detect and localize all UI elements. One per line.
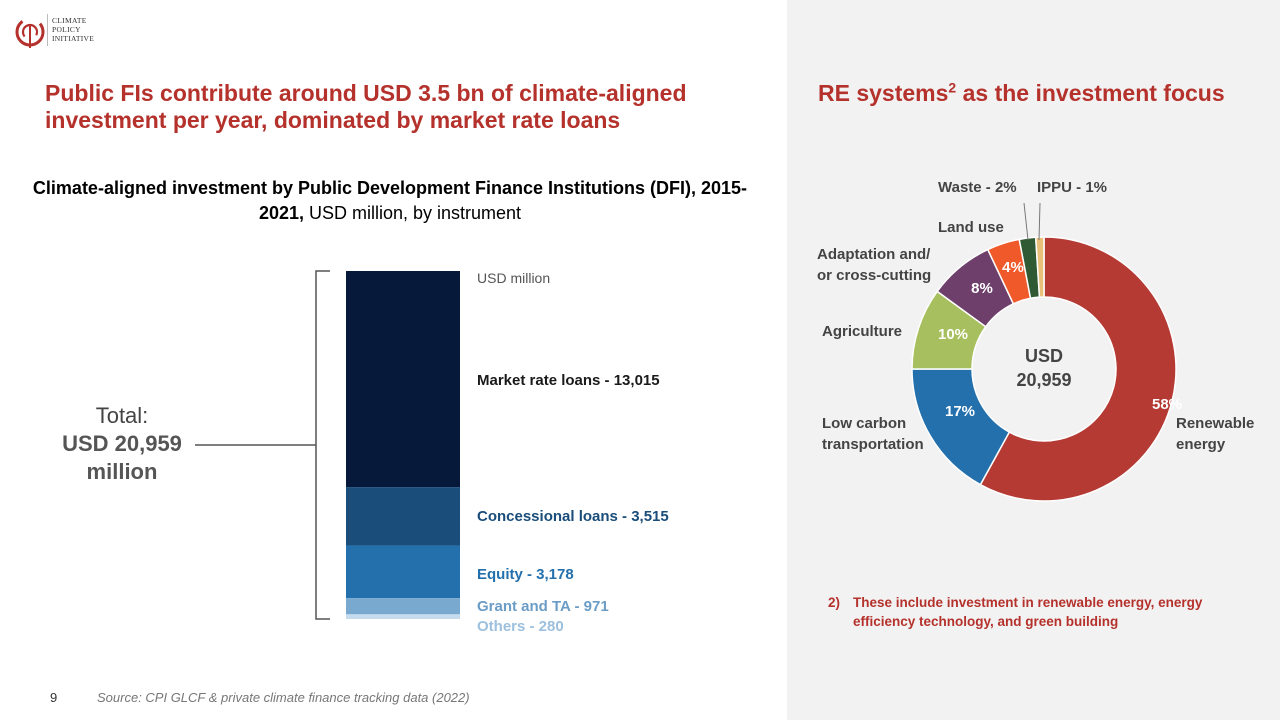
logo-line: CLIMATE	[52, 16, 87, 25]
slice-category-label: or cross-cutting	[817, 267, 931, 284]
logo-line: POLICY	[52, 25, 81, 34]
footnote-number: 2)	[828, 595, 841, 610]
bar-segment-label: Market rate loans - 13,015	[477, 372, 660, 389]
bar-segment	[346, 614, 460, 619]
slice-category-label: transportation	[822, 436, 924, 453]
total-caption: Total:	[95, 403, 149, 428]
bar-segment	[346, 271, 460, 488]
slice-percent-label: 10%	[938, 326, 968, 343]
cpi-logo-icon	[15, 17, 45, 48]
donut-center-line1: USD	[1025, 346, 1063, 366]
slice-category-label: energy	[1176, 436, 1226, 453]
logo-divider	[47, 14, 48, 46]
slice-category-label: Renewable	[1176, 415, 1254, 432]
donut-chart: 58% Renewable energy 17% Low carbon transport…	[817, 179, 1254, 502]
bar-segment	[346, 545, 460, 599]
donut-slice	[979, 236, 1177, 502]
stacked-bar-chart: Market rate loans - 13,015 Concessional l…	[195, 270, 669, 635]
total-value: USD 20,959	[62, 431, 182, 456]
right-title-rest: as the investment focus	[956, 80, 1225, 106]
total-unit: million	[86, 459, 158, 484]
total-bracket	[315, 270, 330, 620]
footnote-text: These include investment in renewable en…	[853, 595, 1203, 629]
donut-slice	[1034, 236, 1045, 298]
logo-wordmark: CLIMATE POLICY INITIATIVE	[52, 16, 94, 43]
chart-title-bold: Climate-aligned investment by Public Dev…	[32, 178, 748, 223]
slice-category-label: Agriculture	[822, 323, 902, 340]
right-section-title: RE systems2 as the investment focus	[818, 80, 1225, 107]
slide-title: Public FIs contribute around USD 3.5 bn …	[45, 80, 687, 133]
chart-title-light: USD million, by instrument	[303, 203, 522, 223]
source-note: Source: CPI GLCF & private climate finan…	[97, 690, 470, 705]
leader-line	[1038, 202, 1041, 241]
chart-title: Climate-aligned investment by Public Dev…	[30, 176, 750, 226]
donut-center-line2: 20,959	[1016, 370, 1071, 390]
total-label: Total: USD 20,959 million	[48, 402, 196, 486]
slice-category-label: Land use	[938, 219, 1004, 236]
footnote: 2) These include investment in renewable…	[828, 593, 1248, 631]
bar-segment-label: Grant and TA - 971	[477, 598, 609, 615]
page-number: 9	[50, 690, 58, 705]
bar-segment-label: Concessional loans - 3,515	[477, 508, 669, 525]
bar-segment-label: Equity - 3,178	[477, 566, 574, 583]
slice-percent-label: 8%	[971, 280, 993, 297]
slice-category-label: Adaptation and/	[817, 246, 931, 263]
slice-percent-label: 58%	[1152, 396, 1182, 413]
slice-percent-label: 17%	[945, 403, 975, 420]
slice-category-label: Waste - 2%	[938, 179, 1017, 196]
logo-line: INITIATIVE	[52, 34, 95, 43]
bar-segment	[346, 598, 460, 615]
footnote-marker: 2	[948, 79, 957, 96]
bar-unit-label: USD million	[477, 270, 550, 286]
right-panel-background	[787, 0, 1280, 720]
bar-segment	[346, 487, 460, 546]
right-title-main: RE systems	[818, 80, 949, 106]
bar-segment-label: Others - 280	[477, 618, 564, 635]
slice-category-label: IPPU - 1%	[1037, 179, 1107, 196]
leader-line	[1023, 202, 1029, 241]
slice-percent-label: 4%	[1002, 259, 1024, 276]
slice-category-label: Low carbon	[822, 415, 906, 432]
